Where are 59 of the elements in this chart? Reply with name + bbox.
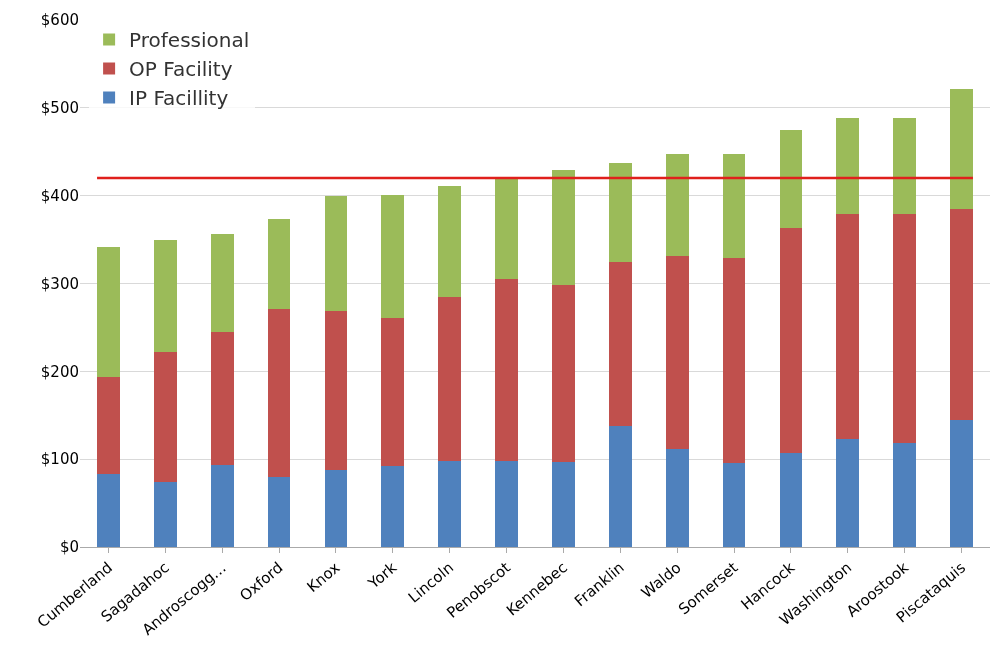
bar [552, 170, 575, 286]
bar [267, 476, 291, 547]
bar [722, 462, 746, 547]
bar [438, 296, 462, 461]
bar [893, 443, 917, 547]
bar [153, 482, 177, 547]
bar [722, 258, 746, 463]
x-tick-label: York [363, 558, 401, 594]
bar [779, 453, 803, 547]
y-tick-label: $300 [40, 274, 79, 293]
y-tick-label: $0 [59, 538, 79, 557]
bar [779, 129, 803, 229]
bar [608, 163, 632, 262]
bar [267, 308, 291, 477]
bar [438, 460, 462, 547]
bar [381, 466, 405, 547]
bar [950, 88, 973, 209]
bar [950, 419, 973, 547]
bar [552, 461, 575, 547]
bar [153, 240, 177, 353]
legend-label: IP Facillity [129, 86, 229, 111]
bar [324, 195, 348, 311]
bar [324, 310, 348, 470]
bar [495, 178, 518, 280]
bar [381, 317, 405, 467]
bar [210, 331, 234, 466]
y-tick-label: $400 [40, 186, 79, 205]
bar [665, 448, 689, 547]
legend-label: OP Facility [129, 57, 233, 82]
bar [495, 279, 518, 461]
y-tick-label: $200 [40, 362, 79, 381]
bar [893, 214, 917, 444]
y-tick-label: $500 [40, 99, 79, 118]
bar [665, 256, 689, 449]
bar [97, 246, 120, 377]
bar [836, 214, 860, 439]
y-tick-label: $100 [40, 450, 79, 469]
bar [210, 465, 234, 547]
bar [97, 376, 120, 475]
bar [893, 117, 917, 215]
bar [665, 154, 689, 257]
bar [608, 425, 632, 547]
bar [210, 234, 234, 332]
bar [438, 186, 462, 297]
y-tick-label: $600 [40, 11, 79, 30]
bar [153, 352, 177, 482]
bar [97, 474, 120, 547]
bar [552, 285, 575, 462]
bar [722, 154, 746, 259]
bar [495, 460, 518, 547]
bar [608, 261, 632, 426]
bar [836, 118, 860, 215]
bar [836, 438, 860, 547]
legend-label: Professional [129, 28, 250, 53]
bar [381, 194, 405, 318]
bar [779, 228, 803, 454]
bar [324, 469, 348, 547]
bar [950, 208, 973, 420]
bar [267, 218, 291, 309]
